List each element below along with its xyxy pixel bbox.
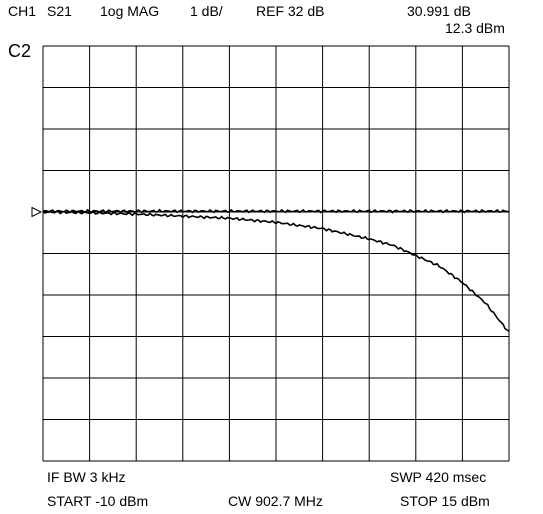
marker-value: 30.991 dB bbox=[407, 3, 471, 19]
channel-c2-label: C2 bbox=[8, 41, 32, 61]
cw-frequency-label: CW 902.7 MHz bbox=[228, 493, 323, 509]
traces bbox=[42, 208, 510, 332]
scale-label: 1 dB/ bbox=[190, 3, 223, 19]
stop-power-label: STOP 15 dBm bbox=[400, 493, 490, 509]
sweep-time-label: SWP 420 msec bbox=[390, 469, 487, 485]
parameter-label: S21 bbox=[47, 3, 72, 19]
reference-label: REF 32 dB bbox=[256, 3, 325, 19]
reference-marker-icon bbox=[31, 206, 43, 218]
format-label: 1og MAG bbox=[100, 3, 160, 19]
trace-line bbox=[42, 210, 510, 332]
marker-power: 12.3 dBm bbox=[445, 20, 505, 36]
if-bandwidth-label: IF BW 3 kHz bbox=[47, 469, 126, 485]
start-power-label: START -10 dBm bbox=[47, 493, 149, 509]
channel-label: CH1 bbox=[8, 3, 37, 19]
graticule bbox=[42, 45, 510, 462]
